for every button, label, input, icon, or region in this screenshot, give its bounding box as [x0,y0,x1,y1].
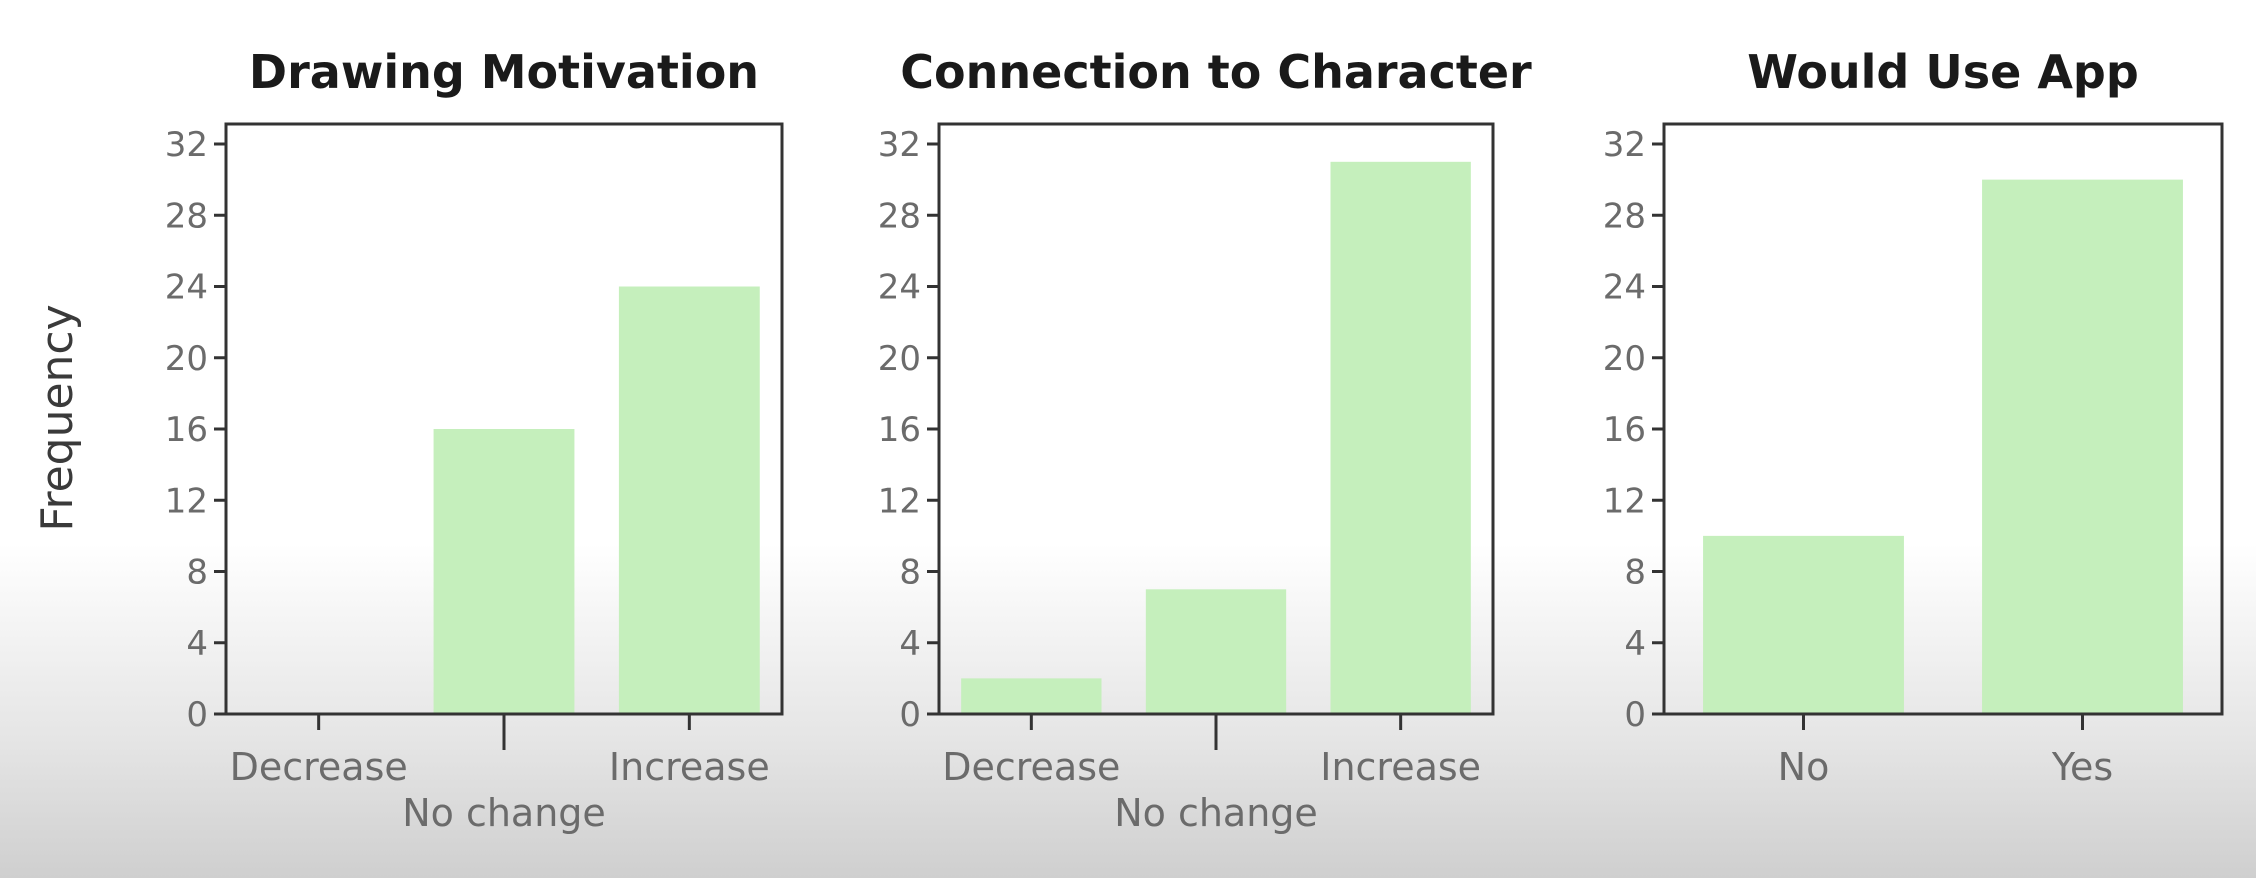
x-category-label: Increase [609,745,770,789]
y-tick-label: 20 [878,339,921,379]
bar [961,678,1102,713]
y-tick-label: 24 [165,268,208,308]
y-tick-label: 8 [186,553,208,593]
y-axis-label: Frequency [32,304,83,531]
x-category-label: Decrease [230,745,408,789]
plot-frame [1662,122,2224,716]
chart-title: Connection to Character [900,45,1532,99]
x-category-label: No [1778,745,1830,789]
y-tick-label: 0 [899,695,921,735]
y-tick-label: 24 [1603,268,1646,308]
chart-title: Drawing Motivation [249,45,759,99]
y-tick-label: 20 [1603,339,1646,379]
x-category-label: Yes [2051,745,2113,789]
bar [1982,179,2183,713]
y-tick-label: 8 [1624,553,1646,593]
x-category-label: Increase [1320,745,1481,789]
y-tick-label: 8 [899,553,921,593]
chart-title: Would Use App [1747,45,2139,99]
y-tick-label: 28 [878,196,921,236]
bar [1330,161,1471,713]
y-tick-label: 32 [878,125,921,165]
y-tick-label: 32 [1603,125,1646,165]
y-tick-label: 28 [165,196,208,236]
y-tick-label: 0 [186,695,208,735]
y-tick-label: 16 [165,410,208,450]
x-category-label: No change [402,791,606,835]
bar [618,286,760,713]
x-category-label: Decrease [942,745,1120,789]
y-tick-label: 4 [186,624,208,664]
y-tick-label: 16 [1603,410,1646,450]
bar [1703,535,1904,713]
y-tick-label: 20 [165,339,208,379]
chart-panel: Drawing Motivation 0 4 8 12 16 20 24 28 32 Decreas… [165,45,784,835]
y-tick-label: 24 [878,268,921,308]
chart-panel: Connection to Character 0 4 8 12 16 20 24 28 32 De… [878,45,1532,835]
chart-panel: Would Use App 0 4 8 12 16 20 24 28 32 No Yes [1603,45,2224,789]
y-tick-label: 4 [899,624,921,664]
bar [433,429,575,713]
y-tick-label: 0 [1624,695,1646,735]
y-tick-label: 12 [878,481,921,521]
y-tick-label: 32 [165,125,208,165]
y-tick-label: 28 [1603,196,1646,236]
y-tick-label: 4 [1624,624,1646,664]
bar [1145,589,1287,713]
x-category-label: No change [1114,791,1318,835]
y-tick-label: 16 [878,410,921,450]
y-tick-label: 12 [165,481,208,521]
y-tick-label: 12 [1603,481,1646,521]
